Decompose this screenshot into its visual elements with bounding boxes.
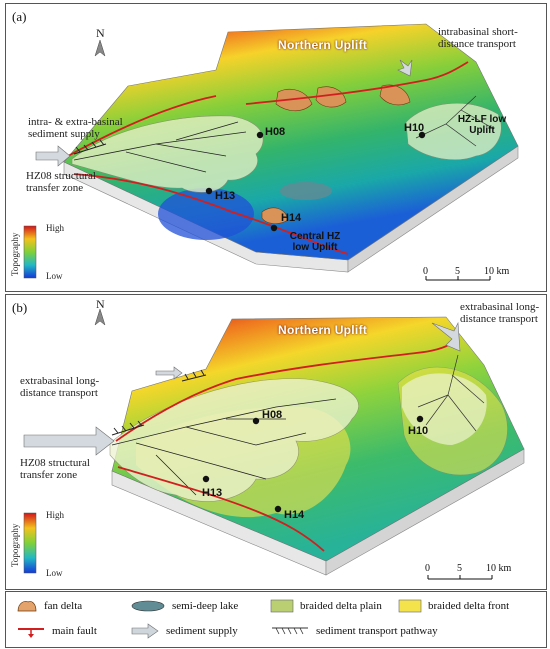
- fan-deltas-a: [261, 84, 411, 224]
- scale-bar-a: [425, 276, 491, 281]
- uplift-label-hz-lf: HZ-LF low Uplift: [457, 114, 507, 136]
- annotation-transfer-zone-a: HZ08 structural transfer zone: [26, 170, 96, 194]
- main-faults-b: [115, 342, 453, 552]
- wells-b: [202, 415, 424, 513]
- sediment-supply-arrows-a: [35, 59, 413, 167]
- well-label-h14-a: H14: [281, 212, 302, 224]
- legend-label-sediment-supply: sediment supply: [166, 625, 238, 637]
- topo-high-b: High: [46, 510, 64, 520]
- panel-a: (a) N Northern Uplift intrabasinal short…: [5, 3, 547, 292]
- topo-low-a: Low: [46, 271, 63, 281]
- transfer-zone-hachure-a: [73, 139, 107, 155]
- scale-tick-5-b: 5: [457, 563, 462, 574]
- scale-tick-10-b: 10 km: [486, 563, 512, 574]
- legend-label-braided-delta-plain: braided delta plain: [300, 600, 382, 612]
- scale-tick-0-b: 0: [425, 563, 430, 574]
- main-faults-a: [67, 61, 469, 255]
- transfer-zone-hachure-b: [111, 369, 207, 436]
- north-label-a: N: [96, 26, 105, 40]
- topo-title-b: Topography: [10, 523, 20, 567]
- well-label-h08-a: H08: [265, 126, 286, 138]
- annotation-extrabasinal-right: extrabasinal long-distance transport: [460, 301, 540, 325]
- topo-title-a: Topography: [10, 232, 20, 276]
- well-label-h08-b: H08: [262, 409, 283, 421]
- well-label-h13-b: H13: [202, 487, 223, 499]
- uplift-label-central-hz: Central HZ low Uplift: [289, 231, 341, 253]
- panel-letter-a: (a): [12, 9, 27, 24]
- legend-label-braided-delta-front: braided delta front: [428, 600, 510, 612]
- legend-label-sediment-transport-pathway: sediment transport pathway: [316, 625, 438, 637]
- legend-item-fan-delta: fan delta: [16, 598, 82, 614]
- panel-letter-b: (b): [12, 300, 28, 315]
- topo-high-a: High: [46, 223, 64, 233]
- well-label-h10-b: H10: [408, 425, 429, 437]
- north-arrow-icon: [94, 39, 106, 57]
- legend-item-semi-deep-lake: semi-deep lake: [130, 598, 238, 614]
- panel-b: (b) N Northern Uplift extrabasinal long-…: [5, 294, 547, 590]
- fault-icon: [18, 628, 44, 638]
- annotation-transfer-zone-b: HZ08 structural transfer zone: [20, 457, 90, 481]
- sediment-supply-arrows-b: [23, 321, 461, 456]
- northern-uplift-title-a: Northern Uplift: [278, 38, 368, 52]
- legend-label-main-fault: main fault: [52, 625, 97, 637]
- transport-pathways-a: [73, 121, 247, 173]
- lake-swatch-icon: [131, 600, 165, 612]
- legend-item-sediment-supply: sediment supply: [130, 623, 238, 639]
- north-label-b: N: [96, 297, 105, 311]
- legend-item-braided-delta-front: braided delta front: [398, 598, 509, 614]
- braided-delta-plain-a: [71, 115, 264, 193]
- legend: fan delta semi-deep lake braided delta p…: [5, 591, 547, 648]
- transport-pathways-a-right: [415, 95, 495, 147]
- scale-bar-b: [427, 575, 493, 580]
- scale-tick-0-a: 0: [423, 266, 428, 277]
- fan-delta-swatch-icon: [17, 600, 37, 612]
- well-label-h13-a: H13: [215, 190, 236, 202]
- transport-pathways-b-right: [417, 354, 485, 432]
- topography-color-bar-b: [23, 512, 37, 574]
- annotation-intrabasinal: intrabasinal short-distance transport: [438, 26, 518, 50]
- annotation-extrabasinal-left: extrabasinal long-distance transport: [20, 375, 100, 399]
- scale-tick-10-a: 10 km: [484, 266, 510, 277]
- northern-uplift-title-b: Northern Uplift: [278, 323, 368, 337]
- legend-label-fan-delta: fan delta: [44, 600, 83, 612]
- front-swatch-icon: [398, 599, 422, 613]
- braided-delta-plain-a-right: [405, 103, 502, 161]
- deep-basin: [158, 188, 254, 240]
- wells-a: [205, 131, 426, 232]
- topography-color-bar: [23, 225, 37, 279]
- legend-item-main-fault: main fault: [16, 623, 97, 639]
- panel-a-map: [23, 23, 519, 281]
- transport-pathways-b: [111, 398, 337, 496]
- panel-b-map: [23, 308, 525, 580]
- north-arrow-icon-b: [94, 308, 106, 326]
- well-label-h14-b: H14: [284, 509, 305, 521]
- legend-item-braided-delta-plain: braided delta plain: [270, 598, 382, 614]
- legend-item-sediment-transport-pathway: sediment transport pathway: [270, 623, 438, 639]
- topo-low-b: Low: [46, 568, 63, 578]
- pathway-icon: [272, 627, 308, 635]
- annotation-intra-extra: intra- & extra-basinal sediment supply: [28, 116, 123, 140]
- arrow-icon: [131, 623, 159, 639]
- braided-delta-plain-b-right: [402, 373, 487, 445]
- plain-swatch-icon: [270, 599, 294, 613]
- legend-label-semi-deep-lake: semi-deep lake: [172, 600, 239, 612]
- scale-tick-5-a: 5: [455, 266, 460, 277]
- semi-deep-lake: [280, 182, 332, 200]
- well-label-h10-a: H10: [404, 122, 425, 134]
